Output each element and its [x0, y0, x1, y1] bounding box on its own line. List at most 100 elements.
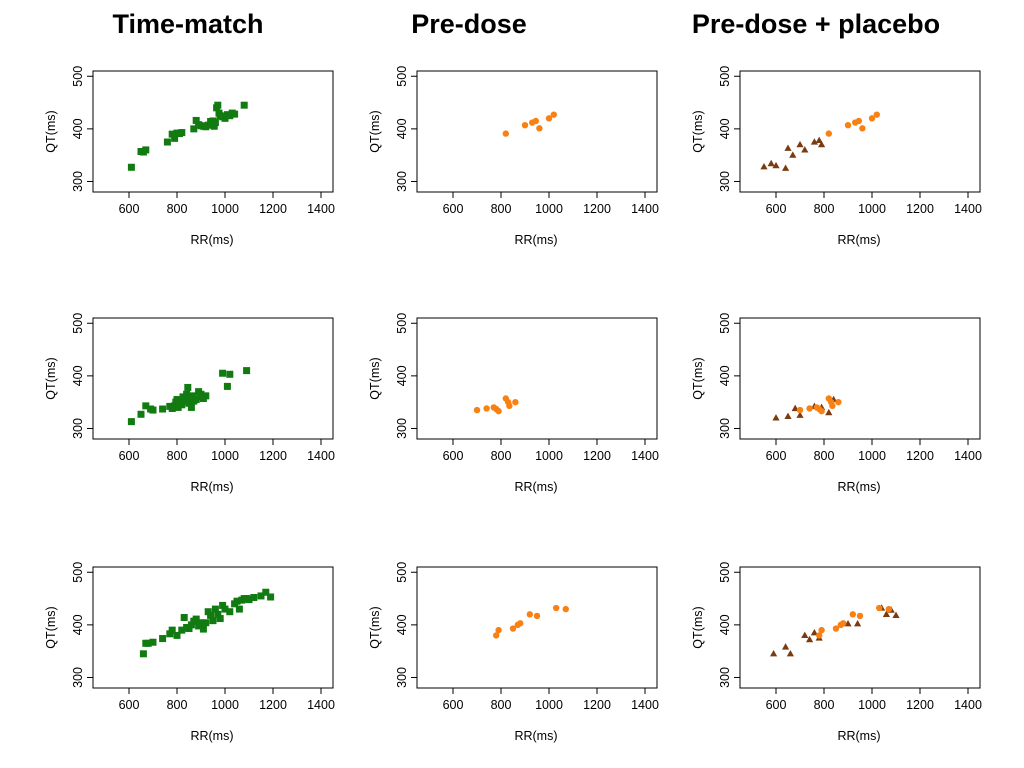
data-point-square: [223, 382, 231, 390]
data-point-circle: [506, 402, 513, 410]
data-point-circle: [553, 604, 560, 612]
data-point-circle: [844, 121, 852, 129]
y-tick-label: 400: [71, 365, 85, 386]
data-point-triangle: [815, 136, 823, 144]
data-point-circle: [840, 620, 847, 627]
data-point-circle: [876, 604, 883, 612]
data-point-square: [127, 418, 135, 426]
data-point-square: [180, 397, 188, 405]
x-tick-label: 1200: [259, 449, 287, 463]
data-point-circle: [816, 632, 823, 639]
x-tick-label: 1400: [307, 202, 335, 216]
data-point-triangle: [854, 620, 862, 627]
x-tick-label: 600: [119, 698, 140, 712]
data-point-square: [183, 390, 191, 398]
y-tick-label: 300: [395, 418, 409, 439]
plot-frame: [92, 317, 334, 440]
data-point-circle: [849, 611, 856, 618]
data-point-square: [185, 625, 193, 633]
scatter-panel-r1c3: 600 800 1000 1200 1400 300 400 500 RR(ms) QT(ms): [691, 66, 982, 247]
data-point-square: [192, 615, 200, 623]
data-point-triangle: [760, 162, 768, 170]
scatter-panel-r1c1: 600 800 1000 1200 1400 300 400 500 RR(ms) QT(ms): [44, 66, 335, 247]
data-point-triangle: [767, 159, 775, 167]
y-tick-label: 400: [718, 365, 732, 386]
y-tick-label: 500: [71, 313, 85, 334]
data-point-square: [219, 601, 227, 609]
data-point-circle: [868, 115, 876, 122]
x-tick-label: 1400: [954, 698, 982, 712]
y-axis-label: QT(ms): [368, 606, 382, 648]
data-point-square: [190, 125, 198, 133]
x-tick-label: 800: [814, 449, 835, 463]
data-point-square: [187, 403, 195, 411]
y-tick-label: 500: [71, 562, 85, 583]
data-point-square: [149, 638, 157, 646]
data-point-square: [233, 597, 241, 605]
x-axis-label: RR(ms): [837, 480, 880, 494]
x-tick-label: 800: [167, 449, 188, 463]
data-point-square: [243, 367, 251, 375]
y-tick-label: 400: [718, 118, 732, 139]
scatter-panel-r2c1: 600 800 1000 1200 1400 300 400 500 RR(ms) QT(ms): [44, 313, 335, 494]
data-point-square: [235, 605, 243, 613]
x-tick-label: 1400: [307, 698, 335, 712]
x-tick-label: 600: [443, 698, 464, 712]
data-point-square: [192, 396, 200, 404]
data-point-square: [159, 405, 167, 413]
y-tick-label: 500: [395, 313, 409, 334]
data-point-square: [139, 650, 147, 658]
data-point-circle: [536, 125, 543, 132]
x-tick-label: 1200: [259, 202, 287, 216]
y-tick-label: 400: [395, 614, 409, 635]
data-point-square: [178, 626, 186, 634]
data-point-square: [144, 639, 152, 647]
data-point-square: [166, 630, 174, 638]
x-tick-label: 600: [119, 202, 140, 216]
scatter-panel-r2c3: 600 800 1000 1200 1400 300 400 500 RR(ms) QT(ms): [691, 313, 982, 494]
data-point-circle: [825, 130, 832, 137]
x-tick-label: 1200: [259, 698, 287, 712]
x-tick-label: 800: [491, 202, 512, 216]
data-point-square: [214, 610, 222, 618]
data-point-square: [219, 369, 227, 377]
scatter-panel-r3c1: 600 800 1000 1200 1400 300 400 500 RR(ms) QT(ms): [44, 562, 335, 743]
x-tick-label: 600: [766, 449, 787, 463]
x-tick-label: 1000: [535, 698, 563, 712]
x-tick-label: 1200: [906, 698, 934, 712]
data-point-circle: [818, 626, 825, 634]
y-tick-label: 300: [71, 418, 85, 439]
data-point-square: [173, 631, 181, 639]
data-point-circle: [545, 115, 553, 122]
x-tick-label: 1400: [631, 698, 659, 712]
data-point-triangle: [796, 140, 804, 148]
data-point-square: [207, 611, 215, 619]
x-tick-label: 1400: [307, 449, 335, 463]
data-point-square: [127, 163, 135, 171]
plot-frame: [92, 70, 334, 193]
data-point-circle: [473, 406, 481, 414]
column-title-pre-dose: Pre-dose: [411, 9, 527, 39]
data-point-triangle: [784, 144, 792, 151]
y-tick-label: 400: [718, 614, 732, 635]
data-point-square: [221, 605, 229, 613]
data-point-circle: [495, 626, 502, 634]
data-point-triangle: [825, 408, 833, 416]
data-point-square: [197, 619, 205, 627]
x-axis-label: RR(ms): [190, 233, 233, 247]
data-point-square: [178, 401, 186, 409]
data-point-square: [180, 614, 188, 622]
data-point-triangle: [772, 414, 780, 421]
y-tick-label: 500: [395, 66, 409, 87]
data-point-square: [142, 146, 150, 154]
x-tick-label: 1000: [211, 449, 239, 463]
x-axis-label: RR(ms): [514, 729, 557, 743]
data-point-circle: [885, 605, 892, 613]
data-point-square: [163, 138, 171, 146]
data-point-square: [209, 617, 217, 625]
y-tick-label: 500: [71, 66, 85, 87]
x-tick-label: 1000: [858, 202, 886, 216]
x-tick-label: 1200: [583, 202, 611, 216]
y-tick-label: 500: [395, 562, 409, 583]
data-point-triangle: [789, 151, 797, 158]
